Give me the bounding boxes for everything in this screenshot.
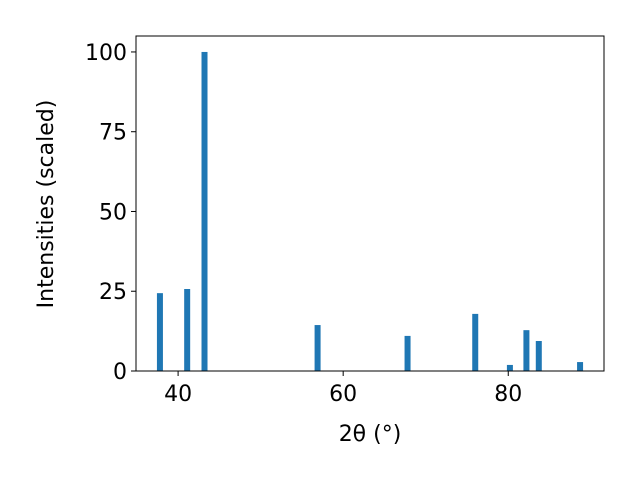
bar — [523, 330, 530, 371]
bar — [577, 362, 584, 371]
x-tick-label: 40 — [164, 382, 192, 407]
bar — [314, 325, 321, 371]
x-tick-label: 80 — [494, 382, 522, 407]
y-tick-label: 25 — [99, 280, 127, 305]
x-axis-label: 2θ (°) — [339, 422, 402, 447]
bar — [472, 313, 479, 371]
bar — [184, 289, 191, 371]
x-tick-label: 60 — [329, 382, 357, 407]
bar — [506, 364, 513, 371]
bar — [201, 51, 208, 371]
y-tick-label: 0 — [113, 360, 127, 385]
bar — [535, 341, 542, 371]
y-tick-label: 50 — [99, 200, 127, 225]
plot-frame — [135, 35, 605, 372]
bar — [404, 335, 411, 371]
y-tick-label: 100 — [85, 41, 127, 66]
y-axis-label: Intensities (scaled) — [34, 100, 59, 309]
bar — [156, 293, 163, 371]
y-tick-label: 75 — [99, 121, 127, 146]
